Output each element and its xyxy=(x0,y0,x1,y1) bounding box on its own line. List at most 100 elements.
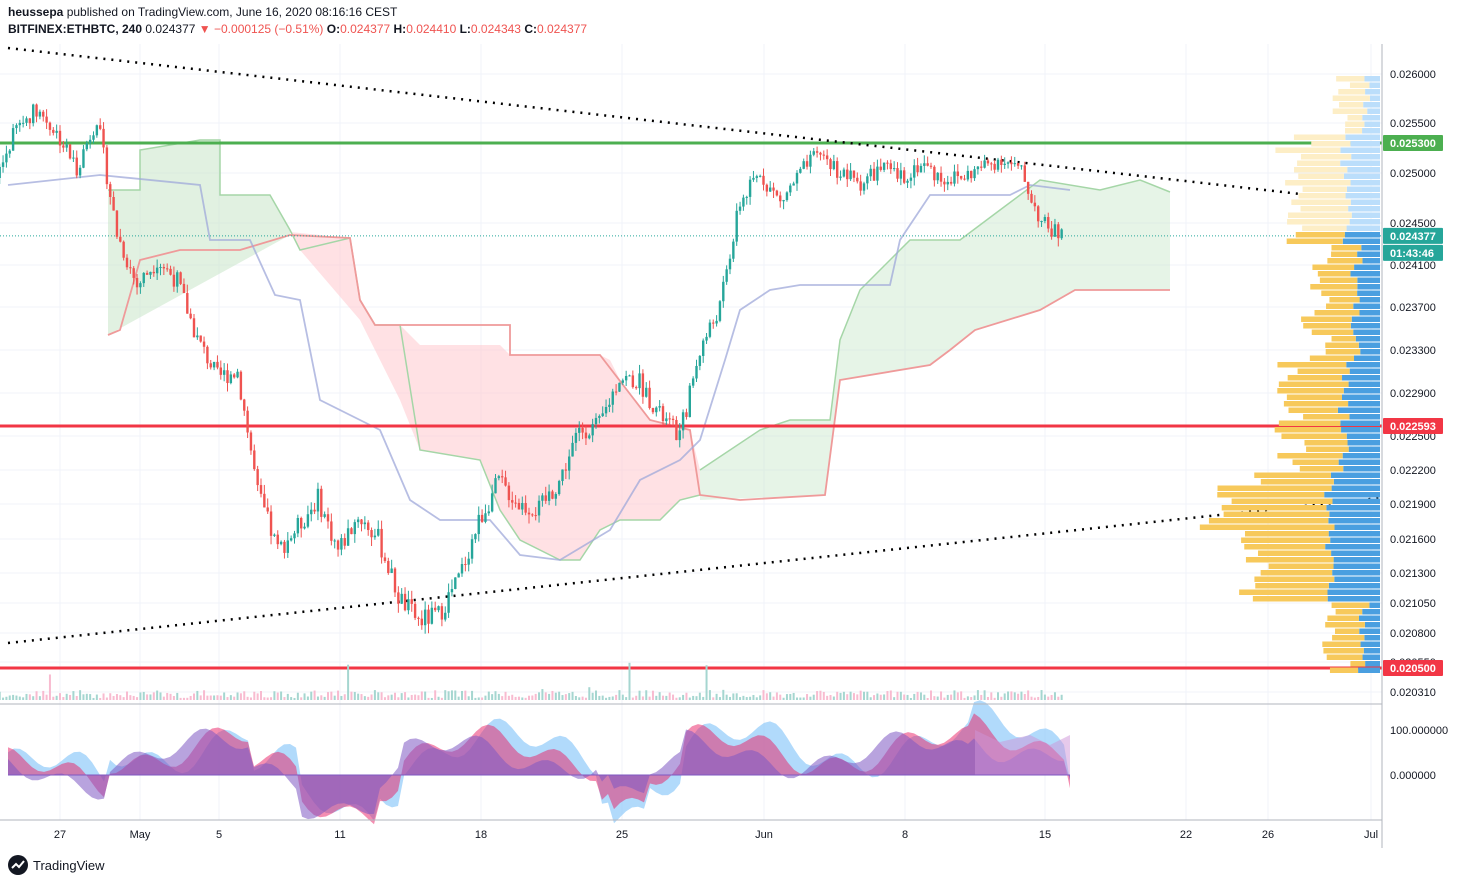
badge-red-level-bg xyxy=(1383,418,1443,435)
vp-blue xyxy=(1364,121,1380,127)
candle-body xyxy=(410,599,413,604)
candle-body xyxy=(464,564,467,566)
vp-yellow xyxy=(1301,316,1352,322)
vp-blue xyxy=(1328,531,1380,537)
volume-bar xyxy=(595,690,597,700)
volume-bar xyxy=(276,692,279,700)
volume-bar xyxy=(293,697,296,700)
candle-body xyxy=(514,502,517,504)
price-tick-label: 0.024500 xyxy=(1390,218,1436,230)
volume-bar xyxy=(59,693,61,700)
time-axis[interactable]: 27 May 5 11 18 25 Jun 8 15 22 26 Jul xyxy=(54,829,1378,841)
candle-body xyxy=(48,122,52,130)
volume-bar xyxy=(387,695,390,700)
candle-body xyxy=(906,180,909,183)
volume-bar xyxy=(997,692,999,700)
vp-yellow xyxy=(1221,505,1327,511)
volume-bar xyxy=(655,695,658,700)
time-tick-label: 18 xyxy=(475,829,487,841)
volume-bar xyxy=(1030,696,1033,700)
candle-body xyxy=(377,528,380,536)
volume-bar xyxy=(263,697,266,700)
vp-yellow xyxy=(1288,407,1338,413)
vp-yellow xyxy=(1331,602,1370,608)
candle-body xyxy=(856,177,859,182)
volume-bar xyxy=(531,695,534,700)
price-axis[interactable]: 0.026000 0.025500 0.025000 0.024500 0.024100… xyxy=(1390,69,1436,699)
vp-yellow xyxy=(1286,394,1342,400)
candle-body xyxy=(581,427,584,433)
candle-body xyxy=(330,521,333,541)
volume-bar xyxy=(1033,697,1036,700)
candle-body xyxy=(675,419,678,441)
candle-body xyxy=(792,183,795,186)
vp-yellow xyxy=(1278,420,1341,426)
vp-yellow xyxy=(1331,251,1358,257)
volume-bar xyxy=(541,689,544,700)
trendlines[interactable] xyxy=(7,46,1381,645)
vp-yellow xyxy=(1317,271,1351,277)
vp-yellow xyxy=(1347,115,1363,121)
candle-body xyxy=(65,144,68,148)
candle-body xyxy=(119,236,122,242)
vp-blue xyxy=(1334,576,1380,582)
candle-body xyxy=(216,361,219,368)
candle-body xyxy=(762,175,765,185)
candle-body xyxy=(434,607,437,611)
candle-body xyxy=(702,340,705,356)
candle-body xyxy=(236,371,239,378)
candle-body xyxy=(1060,229,1063,239)
symbol-label[interactable]: BITFINEX:ETHBTC, 240 xyxy=(8,22,143,36)
volume-bar xyxy=(497,693,500,700)
volume-bar xyxy=(404,692,407,700)
candle-body xyxy=(196,335,199,338)
volume-bar xyxy=(290,697,293,700)
volume-bar xyxy=(12,694,15,700)
ichimoku-lines xyxy=(7,174,1071,561)
vp-yellow xyxy=(1325,342,1359,348)
candle-body xyxy=(159,267,162,269)
price-tick-label: 0.021900 xyxy=(1390,499,1436,511)
vp-yellow xyxy=(1297,368,1350,374)
candle-body xyxy=(829,159,832,170)
candle-body xyxy=(467,558,470,565)
vp-yellow xyxy=(1350,661,1366,667)
volume-bar xyxy=(270,697,273,700)
candle-body xyxy=(903,170,906,183)
vp-yellow xyxy=(1311,329,1354,335)
volume-bar xyxy=(662,695,664,700)
tradingview-footer[interactable]: TradingView xyxy=(8,855,105,875)
publisher-name[interactable]: heussepa xyxy=(8,5,64,19)
volume-bar xyxy=(380,692,383,700)
candle-body xyxy=(179,272,182,284)
vp-blue xyxy=(1367,108,1380,114)
vp-yellow xyxy=(1287,212,1352,218)
volume-bar xyxy=(561,695,564,700)
vp-yellow xyxy=(1287,219,1350,225)
volume-bar xyxy=(216,695,219,700)
volume-bar xyxy=(846,694,849,700)
horizontal-levels[interactable] xyxy=(0,141,1382,670)
volume-bar xyxy=(739,697,742,700)
vp-blue xyxy=(1331,550,1380,556)
volume-bar xyxy=(715,693,718,700)
candle-body xyxy=(588,435,591,439)
candle-body xyxy=(879,166,882,170)
vp-blue xyxy=(1334,524,1380,530)
volume-bar xyxy=(15,695,18,700)
candle-body xyxy=(350,528,353,535)
osc-tick-label: 100.000000 xyxy=(1390,725,1448,737)
candle-body xyxy=(996,159,1000,170)
volume-bar xyxy=(584,697,587,700)
candle-body xyxy=(249,432,253,451)
candle-body xyxy=(162,267,166,269)
candle-body xyxy=(310,509,313,515)
volume-bar xyxy=(203,690,206,700)
vp-yellow xyxy=(1217,485,1332,491)
volume-bar xyxy=(249,697,252,700)
volume-bar xyxy=(883,694,886,700)
vp-blue xyxy=(1348,206,1380,212)
price-chart[interactable]: 0.026000 0.025500 0.025000 0.024500 0.024100… xyxy=(0,0,1468,850)
volume-bar xyxy=(909,697,912,700)
candle-body xyxy=(564,469,568,471)
